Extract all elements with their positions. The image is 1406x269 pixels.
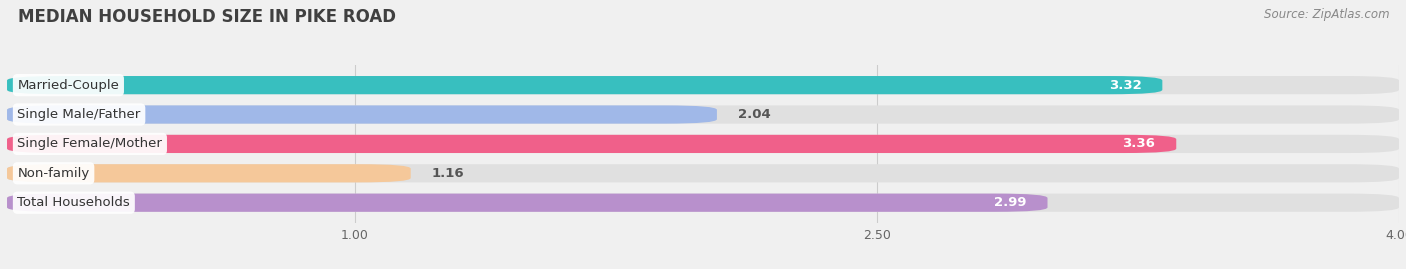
FancyBboxPatch shape (7, 76, 1399, 94)
FancyBboxPatch shape (7, 135, 1177, 153)
FancyBboxPatch shape (7, 105, 717, 124)
Text: Source: ZipAtlas.com: Source: ZipAtlas.com (1264, 8, 1389, 21)
FancyBboxPatch shape (7, 194, 1399, 212)
Text: 2.04: 2.04 (738, 108, 770, 121)
FancyBboxPatch shape (7, 164, 411, 182)
Text: Non-family: Non-family (17, 167, 90, 180)
Text: 3.32: 3.32 (1109, 79, 1142, 92)
Text: MEDIAN HOUSEHOLD SIZE IN PIKE ROAD: MEDIAN HOUSEHOLD SIZE IN PIKE ROAD (18, 8, 396, 26)
FancyBboxPatch shape (7, 105, 1399, 124)
Text: 3.36: 3.36 (1122, 137, 1156, 150)
FancyBboxPatch shape (7, 76, 1163, 94)
Text: 1.16: 1.16 (432, 167, 464, 180)
FancyBboxPatch shape (7, 164, 1399, 182)
Text: Single Male/Father: Single Male/Father (17, 108, 141, 121)
Text: Single Female/Mother: Single Female/Mother (17, 137, 162, 150)
Text: Total Households: Total Households (17, 196, 131, 209)
FancyBboxPatch shape (7, 135, 1399, 153)
FancyBboxPatch shape (7, 194, 1047, 212)
Text: Married-Couple: Married-Couple (17, 79, 120, 92)
Text: 2.99: 2.99 (994, 196, 1026, 209)
